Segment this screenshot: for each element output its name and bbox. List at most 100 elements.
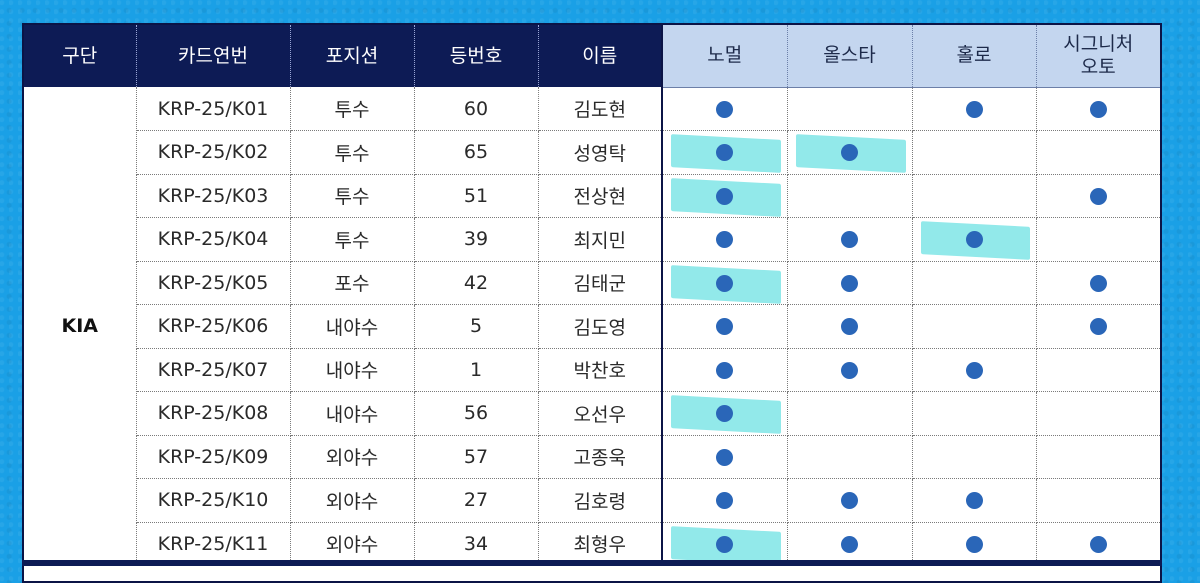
dot-icon (965, 535, 983, 553)
header-signature-auto: 시그니처 오토 (1036, 25, 1160, 88)
uniform-number-cell: 42 (414, 261, 539, 305)
checklist-table: 구단 카드연번 포지션 등번호 이름 노멀 올스타 홀로 시그니처 오토 KIA… (24, 25, 1160, 566)
auto-mark-cell (1036, 174, 1160, 218)
dot-icon (965, 361, 983, 379)
auto-mark-cell (1036, 87, 1160, 131)
player-name-cell: 성영탁 (538, 130, 663, 175)
normal-mark-cell (662, 391, 788, 436)
auto-mark-cell (1036, 304, 1160, 349)
table-row: KRP-25/K08 내야수 56 오선우 (24, 391, 1160, 436)
dot-icon (716, 231, 734, 249)
allstar-mark-cell (787, 522, 913, 566)
card-checklist-sheet: 구단 카드연번 포지션 등번호 이름 노멀 올스타 홀로 시그니처 오토 KIA… (22, 23, 1162, 583)
team-cell: KIA (24, 87, 137, 566)
dot-icon (965, 492, 983, 510)
uniform-number-cell: 39 (414, 217, 539, 262)
allstar-mark-cell (787, 304, 913, 349)
allstar-mark-cell (787, 261, 913, 305)
table-row: KRP-25/K10 외야수 27 김호령 (24, 478, 1160, 523)
position-cell: 외야수 (290, 435, 415, 479)
allstar-mark-cell (787, 348, 913, 392)
dot-icon (716, 187, 734, 205)
position-cell: 투수 (290, 130, 415, 175)
player-name-cell: 김호령 (538, 478, 663, 523)
dot-icon (841, 361, 858, 379)
card-number-cell: KRP-25/K06 (136, 304, 291, 349)
header-uniform-number: 등번호 (414, 25, 539, 87)
allstar-mark-cell (787, 217, 913, 262)
holo-mark-cell (912, 522, 1037, 566)
holo-mark-cell (912, 391, 1037, 436)
uniform-number-cell: 51 (414, 174, 539, 218)
dot-icon (716, 405, 734, 423)
uniform-number-cell: 27 (414, 478, 539, 523)
card-number-cell: KRP-25/K04 (136, 217, 291, 262)
table-row: KRP-25/K04 투수 39 최지민 (24, 217, 1160, 262)
dot-icon (716, 535, 734, 553)
allstar-mark-cell (787, 478, 913, 523)
card-number-cell: KRP-25/K01 (136, 87, 291, 131)
auto-mark-cell (1036, 522, 1160, 566)
auto-mark-cell (1036, 478, 1160, 523)
card-number-cell: KRP-25/K08 (136, 391, 291, 436)
dot-icon (716, 448, 734, 466)
uniform-number-cell: 5 (414, 304, 539, 349)
dot-icon (1089, 535, 1107, 553)
dot-icon (965, 100, 983, 118)
dot-icon (1089, 187, 1107, 205)
position-cell: 투수 (290, 174, 415, 218)
auto-mark-cell (1036, 261, 1160, 305)
holo-mark-cell (912, 304, 1037, 349)
position-cell: 외야수 (290, 478, 415, 523)
dot-icon (716, 100, 734, 118)
uniform-number-cell: 65 (414, 130, 539, 175)
dot-icon (1089, 318, 1107, 336)
auto-mark-cell (1036, 391, 1160, 436)
header-allstar: 올스타 (787, 25, 913, 88)
position-cell: 포수 (290, 261, 415, 305)
dot-icon (841, 274, 858, 292)
player-name-cell: 박찬호 (538, 348, 663, 392)
dot-icon (716, 274, 734, 292)
auto-mark-cell (1036, 348, 1160, 392)
header-team: 구단 (24, 25, 137, 87)
normal-mark-cell (662, 522, 788, 566)
table-row: KRP-25/K09 외야수 57 고종욱 (24, 435, 1160, 479)
dot-icon (841, 535, 858, 553)
header-row: 구단 카드연번 포지션 등번호 이름 노멀 올스타 홀로 시그니처 오토 (24, 25, 1160, 88)
player-name-cell: 김태군 (538, 261, 663, 305)
dot-icon (716, 492, 734, 510)
table-row: KRP-25/K03 투수 51 전상현 (24, 174, 1160, 218)
normal-mark-cell (662, 478, 788, 523)
allstar-mark-cell (787, 391, 913, 436)
header-card-number: 카드연번 (136, 25, 291, 87)
header-auto-line: 오토 (1080, 55, 1116, 78)
holo-mark-cell (912, 261, 1037, 305)
holo-mark-cell (912, 435, 1037, 479)
holo-mark-cell (912, 478, 1037, 523)
player-name-cell: 전상현 (538, 174, 663, 218)
auto-mark-cell (1036, 130, 1160, 175)
position-cell: 내야수 (290, 348, 415, 392)
dot-icon (1089, 274, 1107, 292)
allstar-mark-cell (787, 435, 913, 479)
player-name-cell: 김도영 (538, 304, 663, 349)
table-row: KRP-25/K07 내야수 1 박찬호 (24, 348, 1160, 392)
card-number-cell: KRP-25/K03 (136, 174, 291, 218)
holo-mark-cell (912, 348, 1037, 392)
allstar-mark-cell (787, 174, 913, 218)
player-name-cell: 오선우 (538, 391, 663, 436)
table-row: KRP-25/K11 외야수 34 최형우 (24, 522, 1160, 566)
card-number-cell: KRP-25/K02 (136, 130, 291, 175)
player-name-cell: 고종욱 (538, 435, 663, 479)
normal-mark-cell (662, 435, 788, 479)
header-signature-line: 시그니처 (1063, 32, 1134, 55)
card-number-cell: KRP-25/K10 (136, 478, 291, 523)
normal-mark-cell (662, 174, 788, 218)
normal-mark-cell (662, 87, 788, 131)
player-name-cell: 김도현 (538, 87, 663, 131)
normal-mark-cell (662, 304, 788, 349)
dot-icon (841, 318, 858, 336)
card-number-cell: KRP-25/K09 (136, 435, 291, 479)
header-normal: 노멀 (662, 25, 788, 88)
